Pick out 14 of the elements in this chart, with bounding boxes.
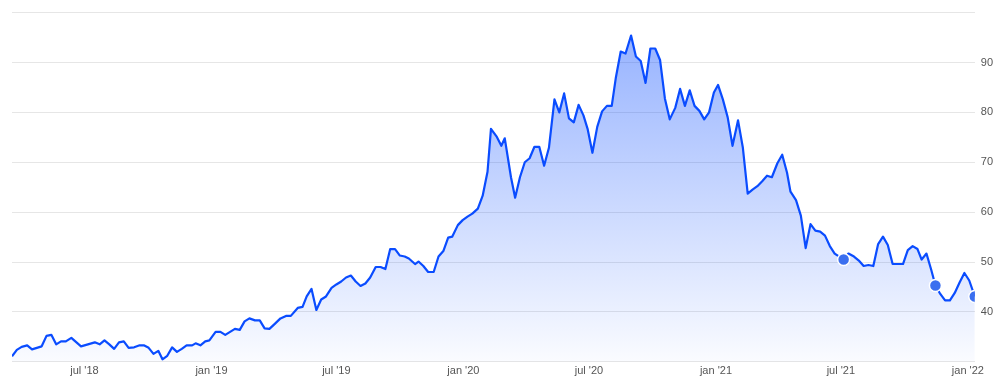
y-tick-label: 40 <box>980 304 994 317</box>
x-tick-label: jan '19 <box>194 364 228 377</box>
y-tick-label: 80 <box>980 105 994 118</box>
x-tick-label: jul '18 <box>69 364 99 377</box>
x-tick-label: jan '21 <box>698 364 732 377</box>
y-tick-label: 60 <box>980 205 994 218</box>
y-tick-label: 70 <box>980 155 994 168</box>
y-tick-label: 50 <box>980 255 994 268</box>
x-tick-label: jul '21 <box>825 364 856 377</box>
x-tick-label: jan '20 <box>446 364 480 377</box>
x-tick-label: jul '20 <box>573 364 604 377</box>
y-tick-label: 90 <box>980 55 994 68</box>
x-tick-label: jan '22 <box>950 364 984 377</box>
x-tick-label: jul '19 <box>321 364 351 377</box>
